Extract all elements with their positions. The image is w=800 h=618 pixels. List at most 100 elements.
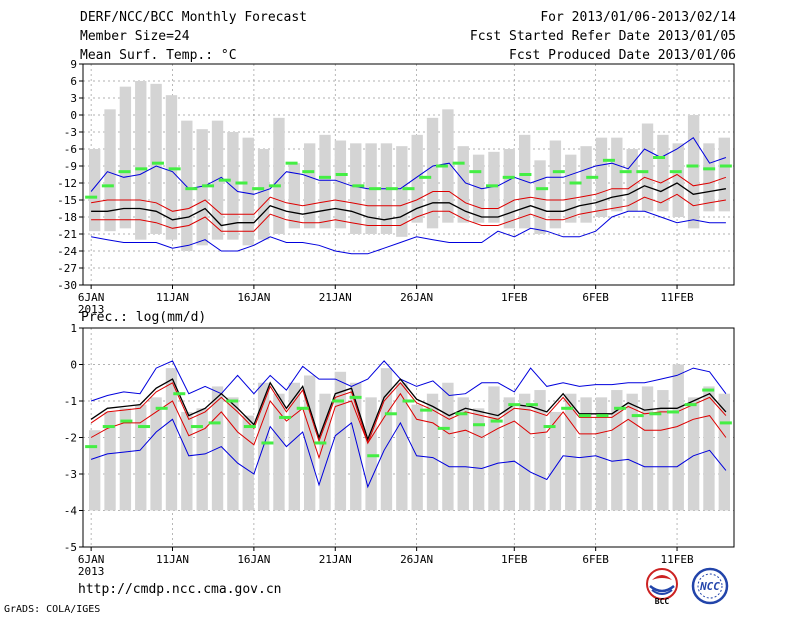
observation-mark [578, 414, 591, 418]
observation-mark [666, 410, 679, 414]
range-bar [580, 397, 592, 511]
range-bar [565, 393, 577, 511]
range-bar [549, 411, 562, 511]
range-bar [227, 397, 239, 511]
observation-mark [155, 406, 168, 410]
range-bar [135, 81, 147, 240]
observation-mark [138, 425, 151, 429]
range-bar [304, 143, 316, 229]
y-tick-label: -3 [64, 468, 77, 481]
range-bar [396, 382, 408, 511]
observation-mark [285, 161, 298, 165]
range-bar [611, 390, 623, 511]
range-bar [519, 134, 531, 229]
range-bar [672, 143, 684, 217]
observation-mark [525, 403, 538, 407]
range-bar [442, 382, 454, 511]
observation-mark [473, 423, 486, 427]
y-tick-label: -2 [64, 432, 77, 445]
observation-mark [173, 392, 186, 396]
year-label: 2013 [78, 565, 105, 578]
range-bar [472, 154, 485, 223]
x-tick-label: 6JAN [78, 553, 105, 566]
observation-mark [455, 412, 468, 416]
y-tick-label: 0 [70, 359, 77, 372]
range-bar [580, 146, 592, 223]
range-bar [257, 149, 270, 240]
observation-mark [102, 425, 115, 429]
observation-mark [243, 425, 256, 429]
range-bar [89, 149, 101, 232]
observation-mark [703, 167, 716, 171]
range-bar [135, 404, 147, 511]
range-bar [534, 390, 546, 511]
forecast-period: For 2013/01/06-2013/02/14 [540, 10, 736, 25]
x-tick-label: 26JAN [400, 291, 433, 304]
range-bar [687, 397, 700, 511]
observation-mark [349, 395, 362, 399]
observation-mark [402, 399, 415, 403]
observation-mark [279, 415, 292, 419]
range-bar [319, 393, 331, 511]
y-tick-label: -27 [57, 262, 77, 275]
observation-mark [352, 184, 365, 188]
range-bar [411, 134, 423, 223]
observation-mark [486, 184, 499, 188]
range-bar [119, 408, 132, 511]
grads-credit: GrADS: COLA/IGES [4, 604, 101, 615]
range-bar [89, 430, 101, 511]
range-bar [426, 393, 439, 511]
x-tick-label: 11JAN [156, 553, 189, 566]
observation-mark [190, 425, 203, 429]
range-bar [104, 109, 116, 232]
range-bar [657, 134, 669, 212]
range-bar [150, 397, 162, 511]
range-bar [334, 140, 347, 229]
series-line-spread_upper [91, 173, 727, 215]
source-url: http://cmdp.ncc.cma.gov.cn [78, 582, 282, 597]
range-bar [457, 146, 469, 223]
range-bar [380, 368, 393, 511]
range-bar [365, 397, 377, 511]
observation-mark [552, 170, 565, 174]
x-tick-label: 1FEB [501, 553, 528, 566]
variable-label: Mean Surf. Temp.: °C [80, 48, 237, 63]
range-bar [227, 132, 239, 240]
observation-mark [653, 156, 666, 159]
x-tick-label: 6FEB [582, 553, 609, 566]
observation-mark [435, 164, 448, 168]
range-bar [641, 386, 654, 511]
observation-mark [419, 175, 432, 179]
range-bar [672, 364, 684, 511]
observation-mark [235, 181, 248, 185]
range-bar [396, 146, 408, 237]
plot-frame [82, 63, 735, 286]
observation-mark [719, 421, 732, 425]
range-bar [104, 411, 116, 511]
x-tick-label: 21JAN [319, 553, 352, 566]
range-bar [534, 160, 546, 234]
range-bar [196, 408, 208, 511]
precip-axis-label: Prec.: log(mm/d) [81, 310, 206, 325]
x-tick-label: 11FEB [660, 291, 693, 304]
observation-mark [135, 167, 148, 171]
observation-mark [185, 187, 198, 191]
range-bar [595, 397, 608, 511]
observation-mark [614, 406, 627, 410]
observation-mark [619, 170, 632, 174]
observation-mark [335, 173, 348, 176]
x-tick-label: 6JAN [78, 291, 105, 304]
observation-mark [85, 195, 98, 199]
year-label: 2013 [78, 303, 105, 316]
range-bar [319, 134, 331, 229]
observation-mark [596, 414, 609, 418]
range-bar [288, 163, 300, 229]
y-tick-label: -4 [64, 505, 78, 518]
y-tick-label: -24 [57, 245, 77, 258]
chart-title: DERF/NCC/BCC Monthly Forecast [80, 10, 307, 25]
range-bar [334, 371, 347, 511]
range-bar [411, 404, 423, 511]
range-bar [595, 137, 608, 217]
